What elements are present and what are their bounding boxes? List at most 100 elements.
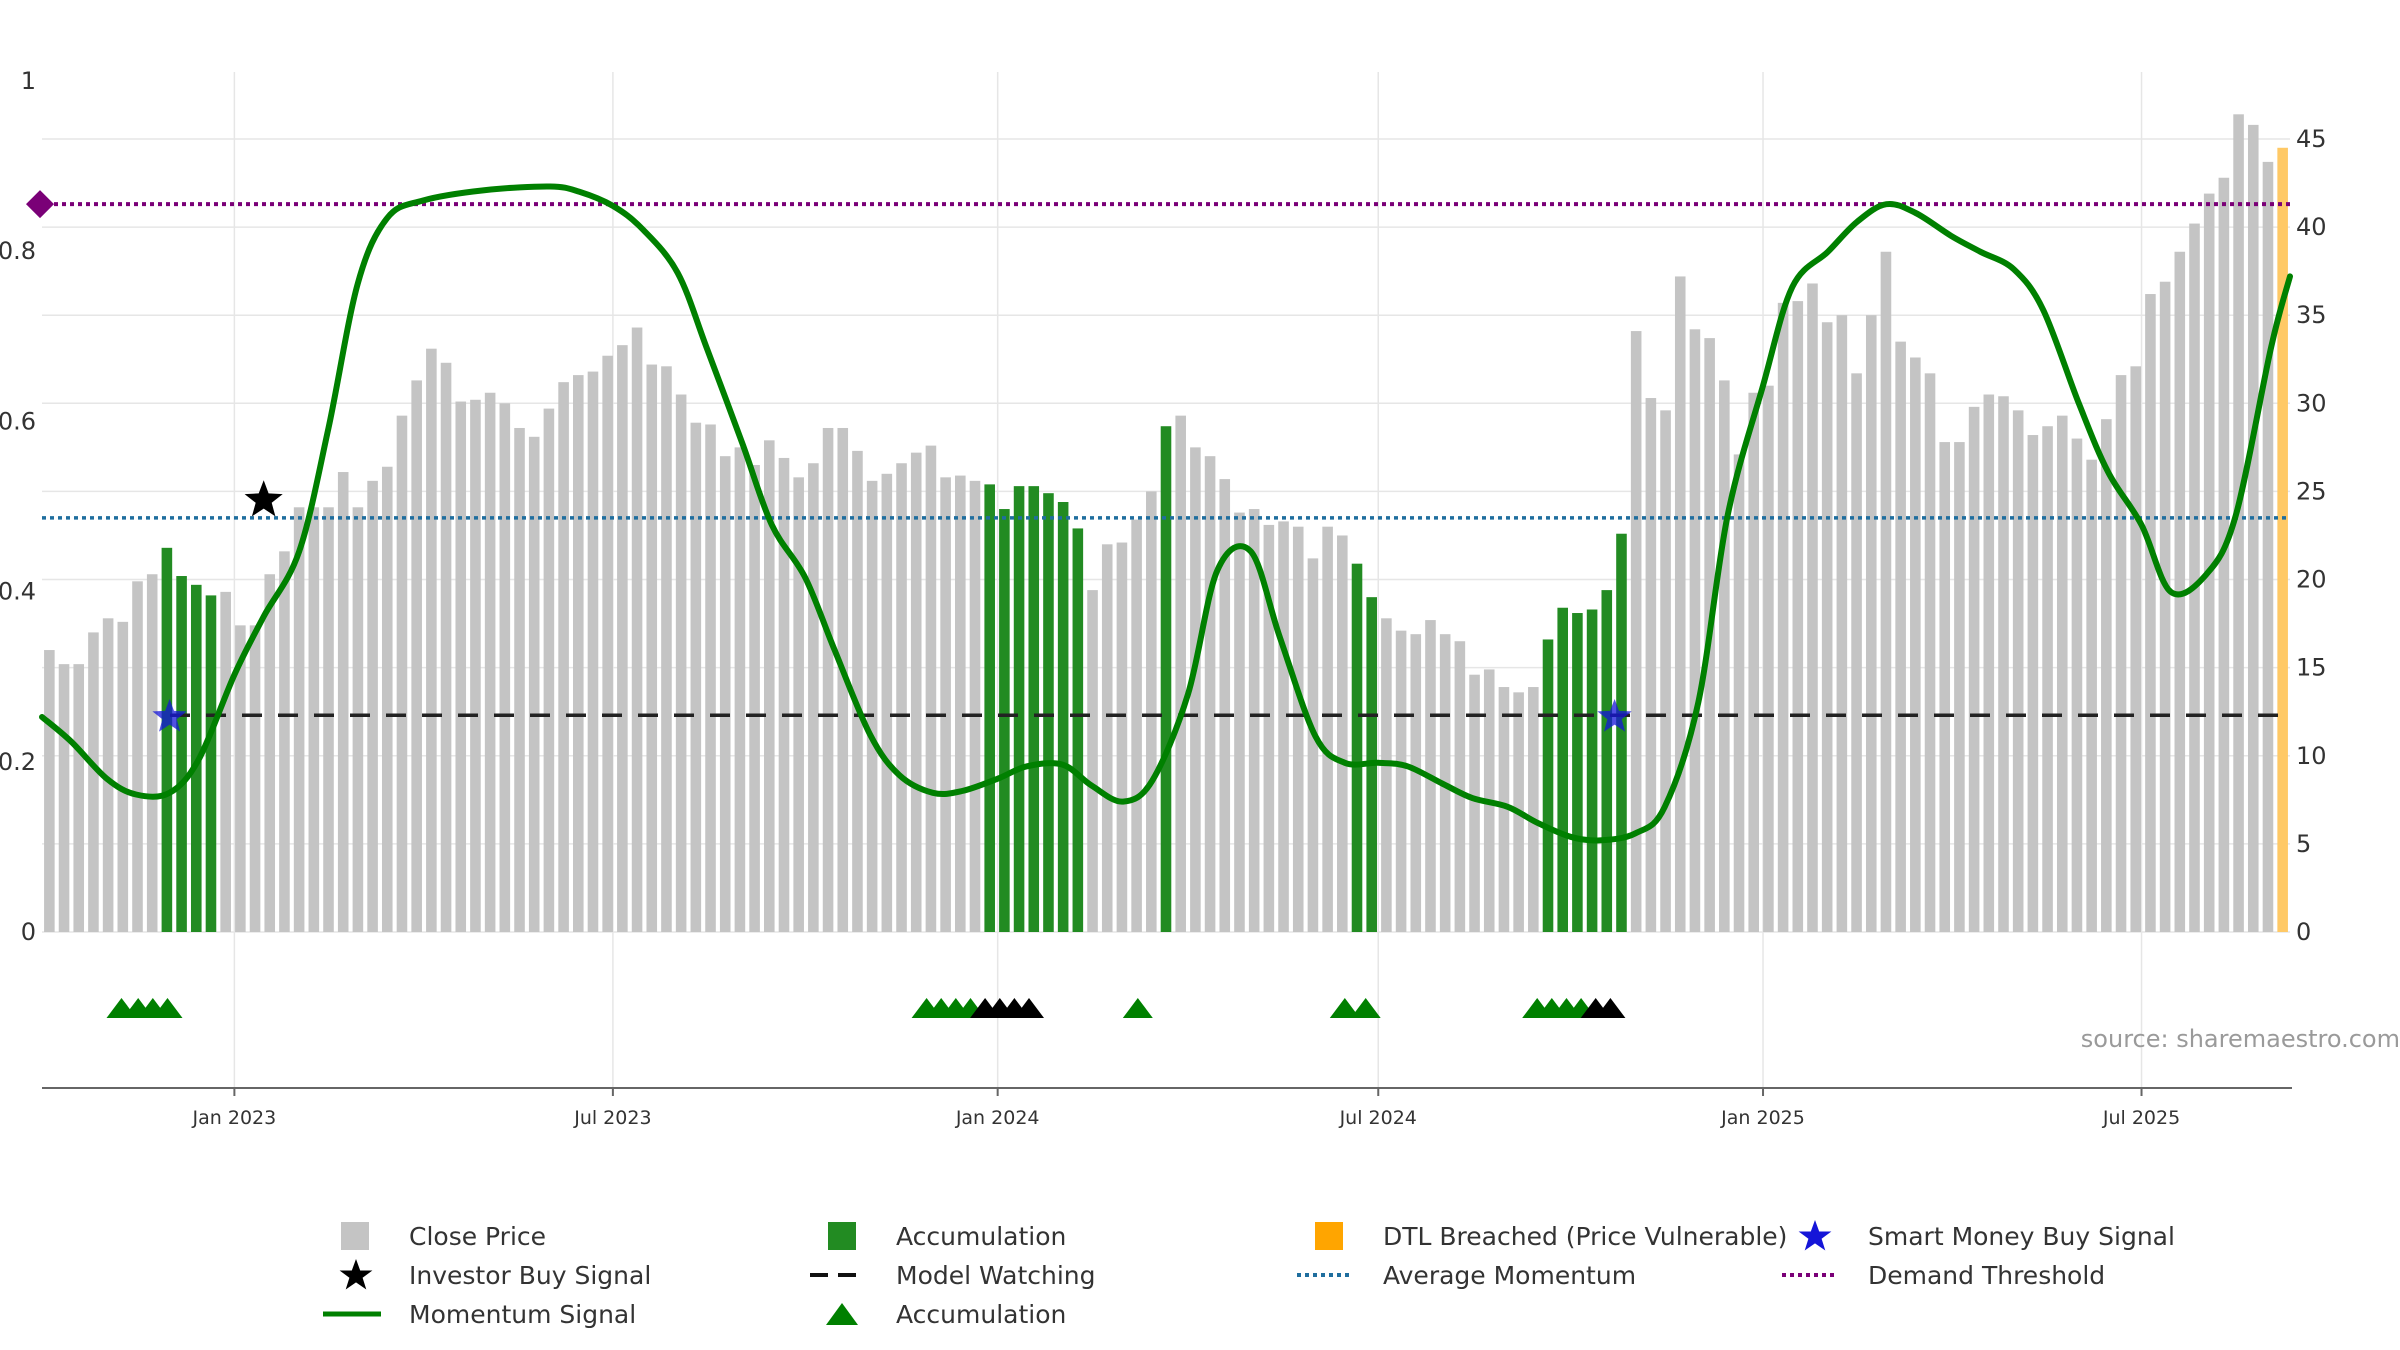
smart-money-star	[1597, 699, 1632, 732]
close-price-bar	[1792, 301, 1804, 933]
dtl-breached-bar	[2277, 147, 2288, 932]
accumulation-bar	[1601, 590, 1613, 932]
accumulation-bar	[984, 484, 995, 932]
left-tick-label: 0.8	[0, 237, 36, 265]
close-price-bar	[969, 480, 981, 932]
close-price-bar	[1234, 512, 1245, 932]
close-price-bar	[1645, 398, 1657, 932]
left-tick-label: 0.6	[0, 407, 36, 435]
close-price-bar	[2247, 124, 2259, 933]
close-price-bar	[381, 466, 393, 932]
close-price-bar	[2071, 438, 2083, 932]
close-price-bar	[587, 371, 599, 933]
close-price-bar	[1219, 479, 1231, 932]
right-tick-label: 30	[2296, 389, 2327, 417]
close-price-bar	[1381, 618, 1392, 932]
close-price-bar	[352, 507, 364, 932]
close-price-bar	[1116, 542, 1128, 932]
close-price-bar	[73, 664, 85, 932]
close-price-bar	[1954, 442, 1965, 932]
accumulation-bar	[205, 595, 217, 932]
close-price-bar	[1248, 509, 1260, 932]
source-credit: source: sharemaestro.com	[2080, 1025, 2400, 1053]
close-price-bar	[602, 355, 613, 933]
momentum-line	[39, 183, 2293, 844]
close-price-bar	[293, 507, 305, 932]
x-tick-label: Jan 2024	[955, 1107, 1040, 1129]
right-tick-label: 10	[2296, 742, 2327, 770]
close-price-bar	[1087, 590, 1098, 932]
close-price-bar	[2027, 435, 2039, 932]
accumulation-bar	[1586, 609, 1598, 932]
x-tick-label: Jan 2023	[192, 1107, 277, 1129]
right-tick-label: 35	[2296, 301, 2327, 329]
close-price-bar	[396, 415, 408, 932]
close-price-bar	[1630, 331, 1642, 932]
close-price-bar	[1895, 341, 1906, 932]
accumulation-bar	[1072, 528, 1084, 932]
accumulation-bar	[1542, 639, 1554, 932]
left-tick-label: 1	[21, 67, 36, 95]
close-price-bar	[2101, 419, 2112, 932]
close-price-bar	[2189, 223, 2200, 932]
accumulation-triangle	[1350, 998, 1381, 1018]
close-price-bar	[661, 366, 672, 932]
close-price-bar	[499, 403, 511, 932]
smart-money-star	[152, 699, 187, 732]
accumulation-bar	[176, 576, 187, 932]
close-price-bar	[1101, 544, 1113, 932]
accumulation-bar	[1160, 426, 1172, 932]
close-price-bar	[470, 399, 481, 932]
close-price-bar	[279, 551, 290, 932]
close-price-bar	[705, 424, 716, 932]
close-price-bar	[249, 625, 261, 932]
close-price-bar	[2056, 415, 2068, 932]
close-price-bar	[1395, 630, 1407, 932]
close-price-bar	[2203, 193, 2215, 933]
close-price-bar	[910, 452, 922, 932]
accumulation-triangle	[1595, 998, 1626, 1018]
close-price-bar	[235, 625, 246, 932]
close-price-bar	[264, 574, 276, 932]
close-price-bar	[2262, 161, 2274, 932]
close-price-bar	[955, 475, 966, 932]
close-price-bar	[925, 445, 937, 932]
close-price-bar	[1983, 394, 1995, 932]
close-price-bar	[1190, 447, 1201, 932]
accumulation-bar	[1057, 502, 1069, 932]
close-price-bar	[690, 422, 702, 932]
close-price-bar	[1865, 315, 1877, 932]
accumulation-bar	[1572, 613, 1583, 932]
close-price-bar	[2086, 459, 2097, 932]
close-price-bar	[764, 440, 775, 932]
x-tick-label: Jan 2025	[1720, 1107, 1805, 1129]
close-price-bar	[1763, 385, 1774, 932]
close-price-bar	[1292, 526, 1304, 932]
close-price-bar	[2159, 281, 2171, 933]
close-price-bar	[1454, 641, 1466, 932]
right-tick-label: 20	[2296, 566, 2327, 594]
marker-layer	[106, 480, 1632, 1018]
accumulation-bar	[999, 509, 1010, 932]
close-price-bar	[646, 364, 658, 932]
close-price-bar	[1322, 526, 1333, 932]
close-price-bar	[88, 632, 99, 932]
close-price-bar	[411, 380, 422, 932]
close-price-bar	[940, 477, 951, 932]
accumulation-triangle	[152, 998, 183, 1018]
close-price-bar	[2042, 426, 2053, 932]
close-price-bar	[426, 348, 437, 932]
close-price-bar	[631, 327, 643, 932]
close-price-bar	[1263, 524, 1275, 932]
close-price-bar	[1924, 373, 1936, 933]
close-price-bar	[1821, 322, 1833, 932]
bar-layer	[44, 114, 2288, 933]
demand-threshold-diamond	[26, 190, 54, 219]
close-price-bar	[514, 427, 525, 932]
close-price-bar	[734, 447, 746, 932]
close-price-bar	[1836, 315, 1848, 932]
close-price-bar	[1968, 406, 1980, 933]
investor-buy-star	[244, 480, 283, 517]
close-price-bar	[1204, 456, 1216, 932]
